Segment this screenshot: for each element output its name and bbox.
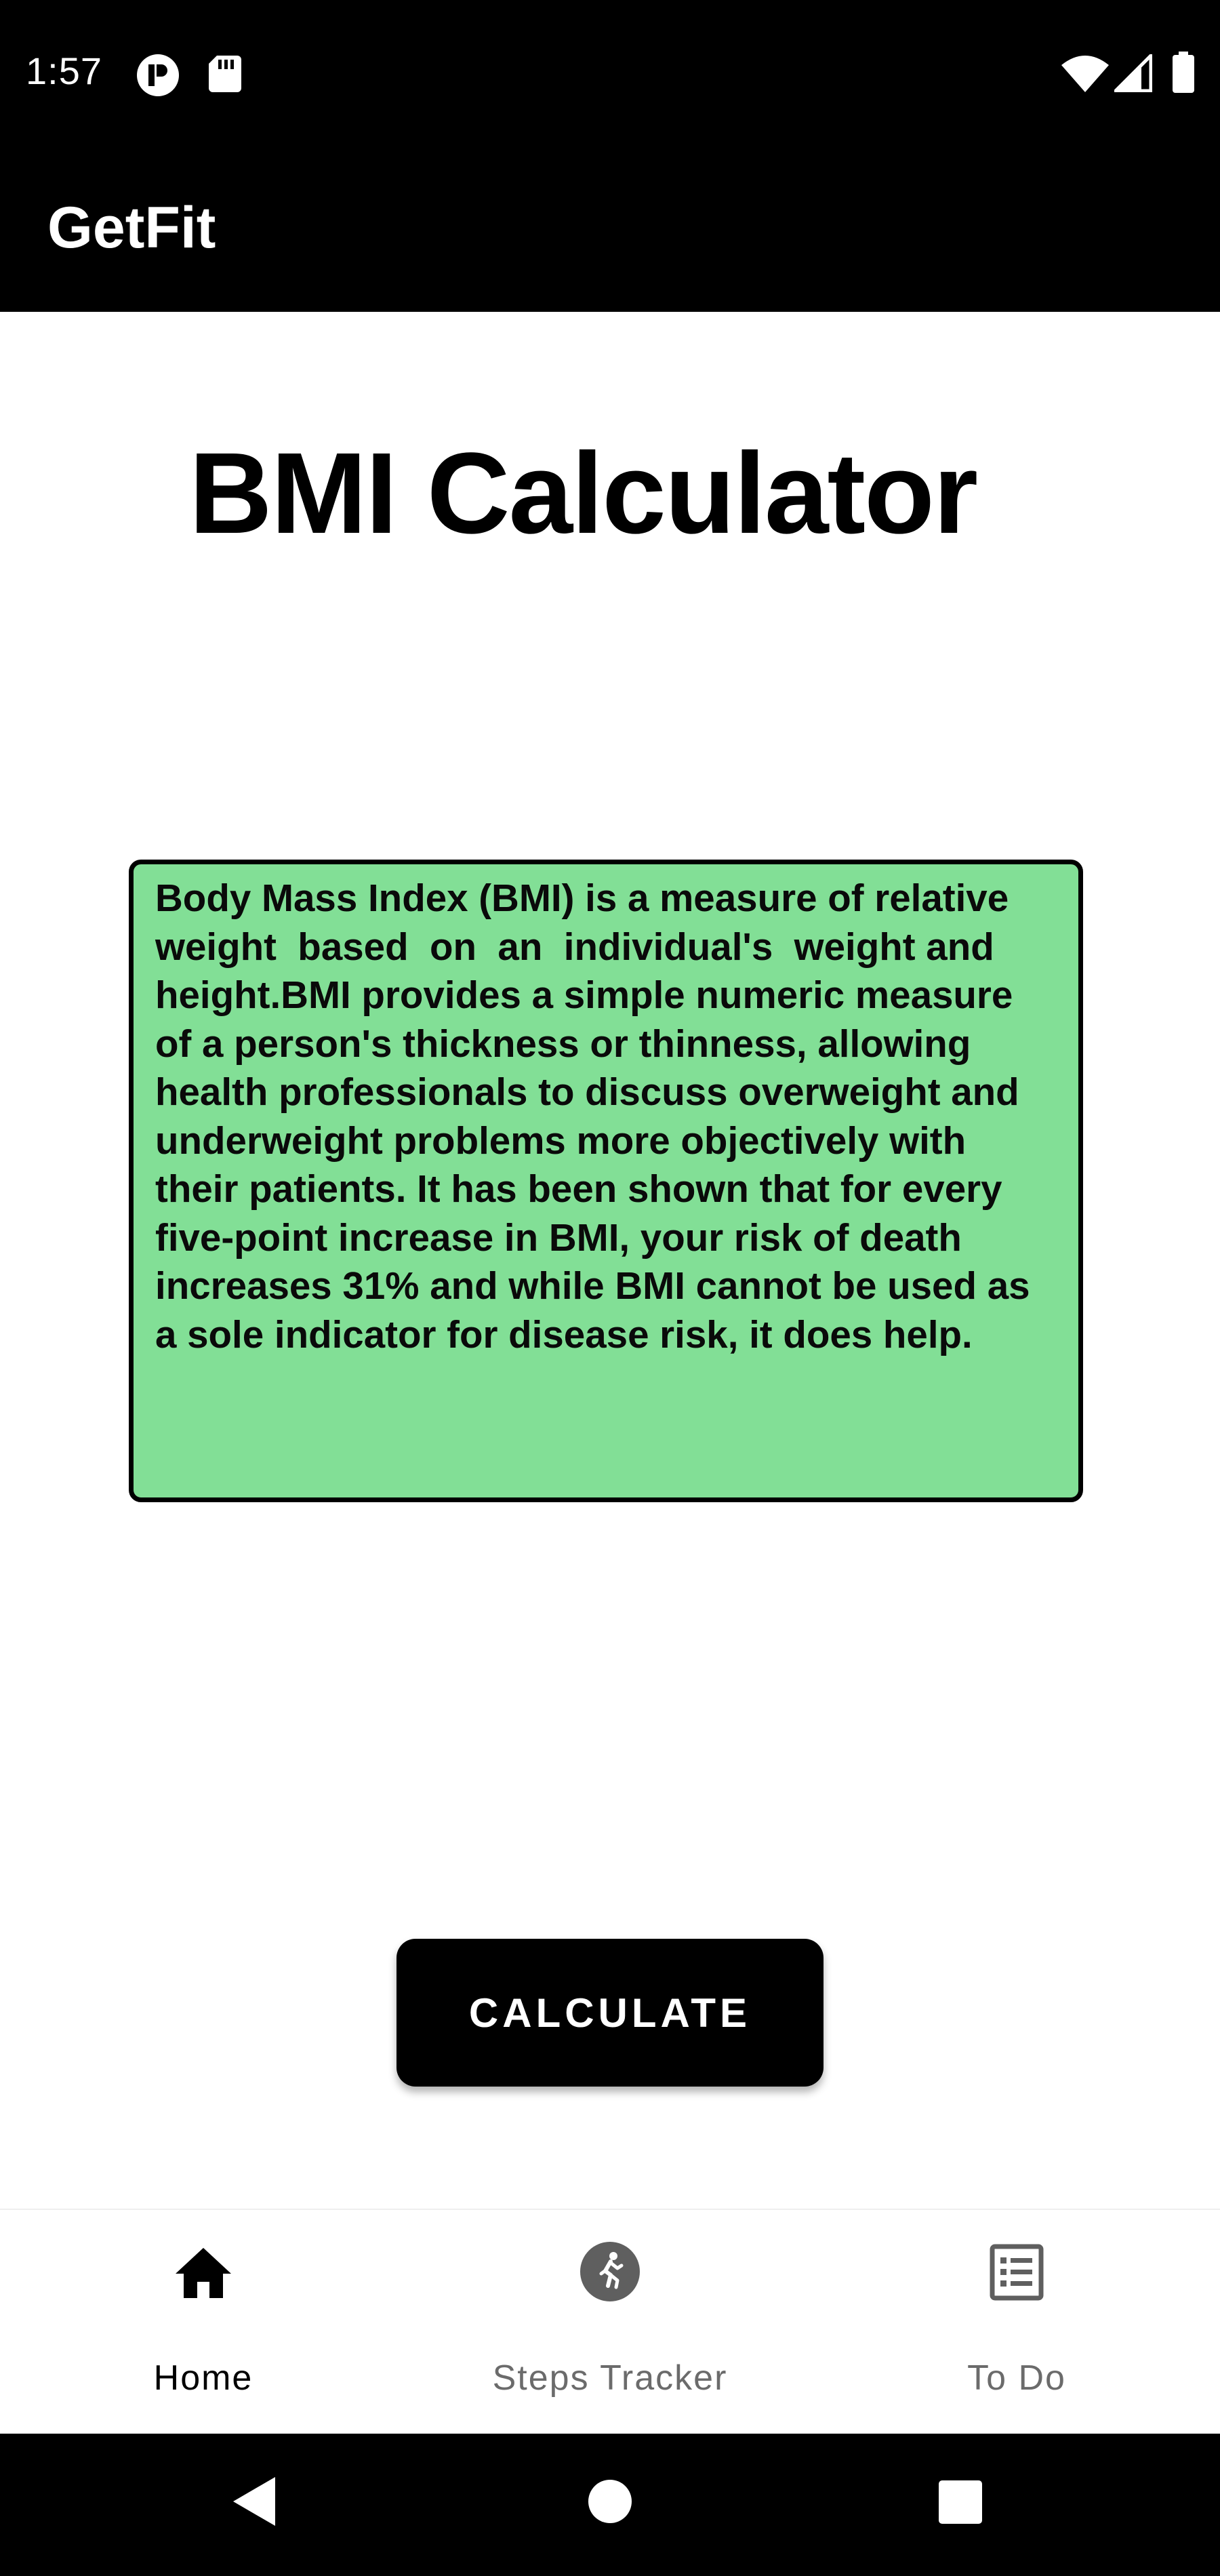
- nav-item-home[interactable]: Home: [0, 2210, 407, 2435]
- description-line: underweight problems more objectively wi…: [155, 1119, 967, 1162]
- nav-label-steps-tracker: Steps Tracker: [492, 2358, 728, 2398]
- bottom-navigation: Home Steps Tracker: [0, 2209, 1220, 2435]
- description-line: their patients. It has been shown that f…: [155, 1167, 1002, 1210]
- system-navigation-bar: [0, 2434, 1220, 2576]
- home-circle-icon[interactable]: [587, 2478, 633, 2528]
- list-icon: [990, 2244, 1044, 2304]
- description-line: a sole indicator for disease risk, it do…: [155, 1312, 973, 1356]
- description-line: of a person's thickness or thinness, all…: [155, 1022, 971, 1065]
- nav-item-to-do[interactable]: To Do: [813, 2210, 1220, 2435]
- description-line: Body Mass Index (BMI) is a measure of re…: [155, 877, 1009, 919]
- description-line: weight based on an individual's weight a…: [155, 925, 994, 968]
- notification-icon: [136, 53, 180, 101]
- recents-icon[interactable]: [938, 2480, 983, 2528]
- wifi-icon: [1061, 56, 1109, 96]
- running-icon: [580, 2241, 640, 2306]
- status-bar: 1:57: [0, 0, 1220, 146]
- page-title: BMI Calculator: [188, 429, 978, 558]
- sd-card-icon: [207, 54, 243, 96]
- battery-icon: [1171, 52, 1196, 97]
- app-bar: GetFit: [0, 146, 1220, 312]
- signal-icon: [1111, 51, 1153, 96]
- nav-label-home: Home: [153, 2358, 253, 2398]
- app-title: GetFit: [47, 195, 216, 260]
- bmi-description-text: Body Mass Index (BMI) is a measure of re…: [155, 874, 1058, 1359]
- calculate-button[interactable]: CALCULATE: [396, 1939, 824, 2087]
- main-content: BMI Calculator Body Mass Index (BMI) is …: [0, 312, 1220, 2209]
- nav-item-steps-tracker[interactable]: Steps Tracker: [407, 2210, 813, 2435]
- description-line: height.BMI provides a simple numeric mea…: [155, 973, 1013, 1016]
- home-icon: [174, 2245, 232, 2303]
- description-line: five-point increase in BMI, your risk of…: [155, 1215, 962, 1259]
- bmi-description-box: Body Mass Index (BMI) is a measure of re…: [129, 860, 1083, 1502]
- description-line: increases 31% and while BMI cannot be us…: [155, 1264, 1030, 1307]
- back-icon[interactable]: [230, 2474, 278, 2532]
- description-line: health professionals to discuss overweig…: [155, 1070, 1019, 1113]
- nav-label-to-do: To Do: [967, 2358, 1066, 2398]
- status-time: 1:57: [26, 49, 102, 92]
